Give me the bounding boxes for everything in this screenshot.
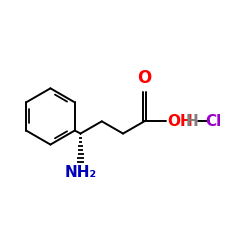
Text: H: H xyxy=(186,114,198,129)
Text: OH: OH xyxy=(167,114,192,129)
Text: O: O xyxy=(137,68,152,86)
Text: Cl: Cl xyxy=(205,114,221,129)
Text: NH₂: NH₂ xyxy=(64,165,96,180)
